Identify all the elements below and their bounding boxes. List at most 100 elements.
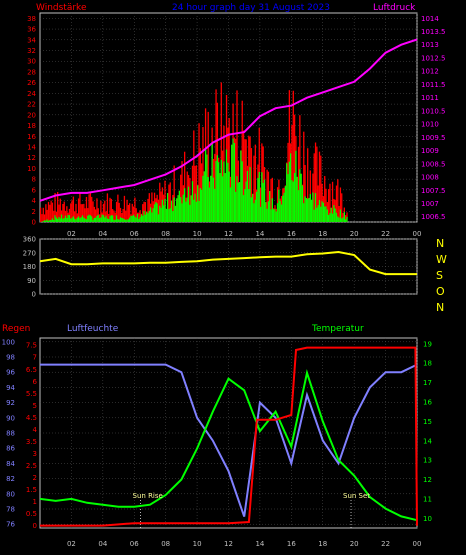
wind-average-bar — [160, 207, 162, 222]
pressure-tick-label: 1007.5 — [421, 187, 446, 195]
wind-average-bar — [325, 206, 327, 222]
direction-tick-label: 0 — [32, 291, 36, 299]
wind-bars-layer — [40, 82, 348, 223]
wind-gust-bar — [172, 194, 174, 222]
wind-average-bar — [155, 202, 157, 222]
wind-average-bar — [199, 188, 202, 222]
wind-gust-bar — [94, 209, 97, 222]
wind-average-bar — [53, 219, 55, 222]
wind-average-bar — [229, 187, 232, 222]
rain-tick-label: 7.5 — [26, 342, 37, 350]
wind-average-bar — [119, 217, 122, 222]
rain-tick-label: 6.5 — [26, 366, 37, 374]
wind-gust-bar — [125, 210, 127, 222]
lines-layer — [39, 38, 418, 528]
wind-gust-bar — [327, 189, 330, 222]
wind-average-bar — [318, 200, 321, 222]
wind-average-bar — [275, 211, 277, 222]
wind-average-bar — [132, 214, 135, 222]
wind-average-bar — [276, 203, 279, 222]
wind-gust-bar — [46, 209, 48, 222]
wind-average-bar — [309, 194, 311, 222]
wind-gust-bar — [100, 200, 102, 222]
wind-gust-bar — [292, 90, 294, 222]
wind-tick-label: 8 — [32, 176, 36, 184]
wind-gust-bar — [329, 183, 331, 222]
wind-average-bar — [286, 163, 288, 222]
wind-gust-bar — [108, 213, 110, 222]
wind-average-bar — [219, 173, 221, 222]
wind-average-bar — [249, 167, 251, 222]
wind-average-bar — [83, 217, 85, 222]
wind-tick-label: 6 — [32, 186, 37, 194]
wind-average-bar — [193, 199, 195, 222]
wind-tick-label: 12 — [27, 154, 36, 162]
sun-annotation: Sun Set — [343, 492, 370, 500]
wind-x-tick-label: 00 — [413, 230, 422, 238]
pressure-tick-label: 1010.5 — [421, 107, 446, 115]
wind-x-tick-label: 16 — [287, 230, 296, 238]
wind-average-bar — [159, 205, 161, 222]
pressure-tick-label: 1007 — [421, 200, 439, 208]
wind-gust-bar — [325, 188, 327, 222]
wind-x-tick-label: 18 — [318, 230, 327, 238]
wind-gust-bar — [160, 191, 162, 222]
wind-average-bar — [316, 207, 318, 222]
humidity-tick-label: 88 — [6, 430, 15, 438]
wind-average-bar — [326, 209, 328, 222]
wind-average-bar — [279, 200, 281, 222]
wind-tick-label: 38 — [27, 15, 36, 23]
wind-average-bar — [216, 155, 219, 222]
wind-average-bar — [67, 214, 69, 222]
wind-average-bar — [255, 191, 258, 222]
humidity-tick-label: 78 — [6, 506, 15, 514]
wind-gust-bar — [70, 203, 72, 222]
wind-average-bar — [288, 161, 291, 222]
pressure-tick-label: 1012.5 — [421, 54, 446, 62]
wind-average-bar — [208, 187, 211, 222]
wind-average-bar — [337, 216, 339, 222]
pressure-tick-label: 1009.5 — [421, 134, 446, 142]
wind-average-bar — [271, 198, 274, 222]
wind-average-bar — [122, 218, 124, 222]
climate-x-tick-label: 22 — [381, 540, 390, 548]
pressure-tick-label: 1006.5 — [421, 213, 446, 221]
wind-average-bar — [265, 202, 267, 222]
wind-average-bar — [339, 209, 342, 222]
wind-average-bar — [127, 219, 130, 222]
wind-average-bar — [149, 207, 152, 222]
wind-average-bar — [190, 195, 192, 222]
wind-gust-bar — [118, 202, 120, 222]
wind-average-bar — [79, 218, 81, 222]
wind-tick-label: 24 — [27, 90, 36, 98]
wind-gust-bar — [235, 138, 237, 222]
wind-average-bar — [81, 215, 84, 222]
wind-gust-bar — [195, 165, 198, 222]
wind-gust-bar — [183, 151, 186, 222]
wind-average-bar — [185, 201, 187, 222]
wind-average-bar — [210, 175, 212, 222]
wind-average-bar — [49, 220, 51, 222]
rain-tick-label: 4 — [33, 426, 38, 434]
humidity-tick-label: 82 — [6, 475, 15, 483]
wind-average-bar — [307, 198, 309, 222]
rain-tick-label: 2 — [33, 474, 37, 482]
wind-average-bar — [98, 217, 101, 222]
temperature-tick-label: 17 — [423, 379, 432, 387]
wind-tick-label: 16 — [27, 133, 36, 141]
wind-gust-bar — [66, 206, 68, 222]
wind-gust-bar — [159, 182, 161, 222]
wind-average-bar — [47, 220, 50, 222]
wind-x-tick-label: 02 — [67, 230, 76, 238]
wind-gust-bar — [259, 187, 262, 222]
direction-tick-label: 360 — [23, 236, 36, 244]
wind-gust-bar — [297, 146, 300, 222]
wind-gust-bar — [109, 197, 111, 222]
wind-average-bar — [113, 219, 115, 222]
wind-average-bar — [123, 219, 126, 222]
wind-gust-bar — [220, 82, 222, 223]
wind-tick-label: 2 — [32, 208, 36, 216]
temperature-tick-label: 13 — [423, 457, 432, 465]
wind-average-bar — [252, 193, 254, 222]
wind-average-bar — [97, 214, 99, 222]
